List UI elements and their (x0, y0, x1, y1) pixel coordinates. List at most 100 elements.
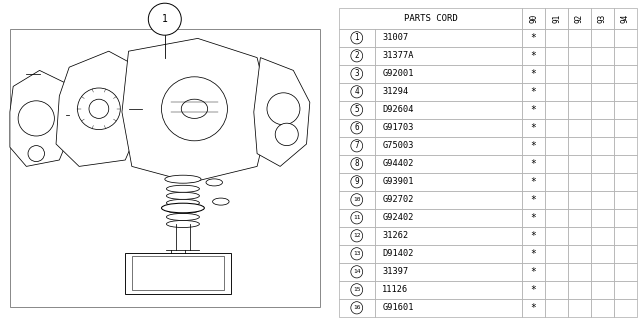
Bar (339, 281, 374, 299)
Text: 4: 4 (355, 87, 359, 96)
Bar (591, 119, 614, 137)
Text: 15: 15 (353, 287, 360, 292)
Bar (614, 173, 637, 191)
Text: *: * (531, 267, 536, 277)
Text: PARTS CORD: PARTS CORD (404, 14, 458, 23)
Circle shape (351, 284, 363, 296)
Text: G92001: G92001 (382, 69, 414, 78)
Bar (568, 281, 591, 299)
Bar (522, 209, 545, 227)
Bar (568, 101, 591, 119)
Bar (545, 263, 568, 281)
Bar (545, 65, 568, 83)
Text: G75003: G75003 (382, 141, 414, 150)
Bar (339, 173, 374, 191)
Bar (614, 101, 637, 119)
Text: D91402: D91402 (382, 249, 414, 258)
Bar (545, 119, 568, 137)
Bar (614, 119, 637, 137)
Bar (522, 281, 545, 299)
Bar (568, 47, 591, 65)
Text: G93901: G93901 (382, 177, 414, 186)
Bar (545, 101, 568, 119)
Circle shape (351, 194, 363, 206)
Bar (522, 155, 545, 173)
Circle shape (351, 122, 363, 134)
Text: 1: 1 (162, 14, 168, 24)
Bar (614, 227, 637, 245)
Ellipse shape (166, 220, 200, 228)
Bar (522, 29, 545, 47)
Bar (614, 299, 637, 317)
Bar (591, 245, 614, 263)
Bar (374, 155, 522, 173)
Bar (339, 209, 374, 227)
Bar (614, 137, 637, 155)
Bar (339, 137, 374, 155)
Bar (614, 155, 637, 173)
Text: *: * (531, 249, 536, 259)
Text: *: * (531, 177, 536, 187)
Bar (545, 173, 568, 191)
Bar (125, 253, 231, 294)
Text: *: * (531, 69, 536, 79)
Bar (339, 8, 522, 29)
Bar (545, 281, 568, 299)
Ellipse shape (166, 206, 200, 213)
Text: *: * (531, 159, 536, 169)
Bar (614, 263, 637, 281)
Bar (545, 47, 568, 65)
Bar (568, 119, 591, 137)
Text: 10: 10 (353, 197, 360, 202)
Bar (591, 101, 614, 119)
Text: 13: 13 (353, 251, 360, 256)
Circle shape (161, 77, 227, 141)
Bar (591, 65, 614, 83)
Circle shape (351, 266, 363, 278)
Bar (568, 227, 591, 245)
Text: *: * (531, 213, 536, 223)
Bar (568, 299, 591, 317)
Text: 9: 9 (355, 177, 359, 186)
Bar (614, 29, 637, 47)
Text: 2: 2 (355, 51, 359, 60)
Polygon shape (122, 38, 270, 182)
Bar (568, 263, 591, 281)
Circle shape (351, 68, 363, 80)
Bar (545, 137, 568, 155)
Bar (591, 281, 614, 299)
Ellipse shape (166, 185, 200, 192)
Circle shape (267, 93, 300, 125)
Bar (591, 173, 614, 191)
Text: 31294: 31294 (382, 87, 408, 96)
Bar (10, 29, 320, 307)
Circle shape (351, 158, 363, 170)
Bar (568, 245, 591, 263)
Text: 12: 12 (353, 233, 360, 238)
Bar (132, 256, 224, 290)
Circle shape (18, 101, 54, 136)
Polygon shape (10, 70, 72, 166)
Bar (545, 299, 568, 317)
Ellipse shape (206, 179, 223, 186)
Bar (339, 83, 374, 101)
Bar (339, 191, 374, 209)
Bar (374, 47, 522, 65)
Text: 91: 91 (552, 14, 561, 23)
Ellipse shape (212, 198, 229, 205)
Bar (374, 65, 522, 83)
Text: 11126: 11126 (382, 285, 408, 294)
Circle shape (77, 88, 120, 130)
Bar (339, 119, 374, 137)
Bar (591, 137, 614, 155)
Bar (614, 47, 637, 65)
Bar (591, 191, 614, 209)
Circle shape (351, 230, 363, 242)
Polygon shape (254, 58, 310, 166)
Bar (591, 47, 614, 65)
Bar (374, 191, 522, 209)
Bar (339, 101, 374, 119)
Ellipse shape (166, 213, 200, 220)
Bar (339, 65, 374, 83)
Text: G91601: G91601 (382, 303, 414, 312)
